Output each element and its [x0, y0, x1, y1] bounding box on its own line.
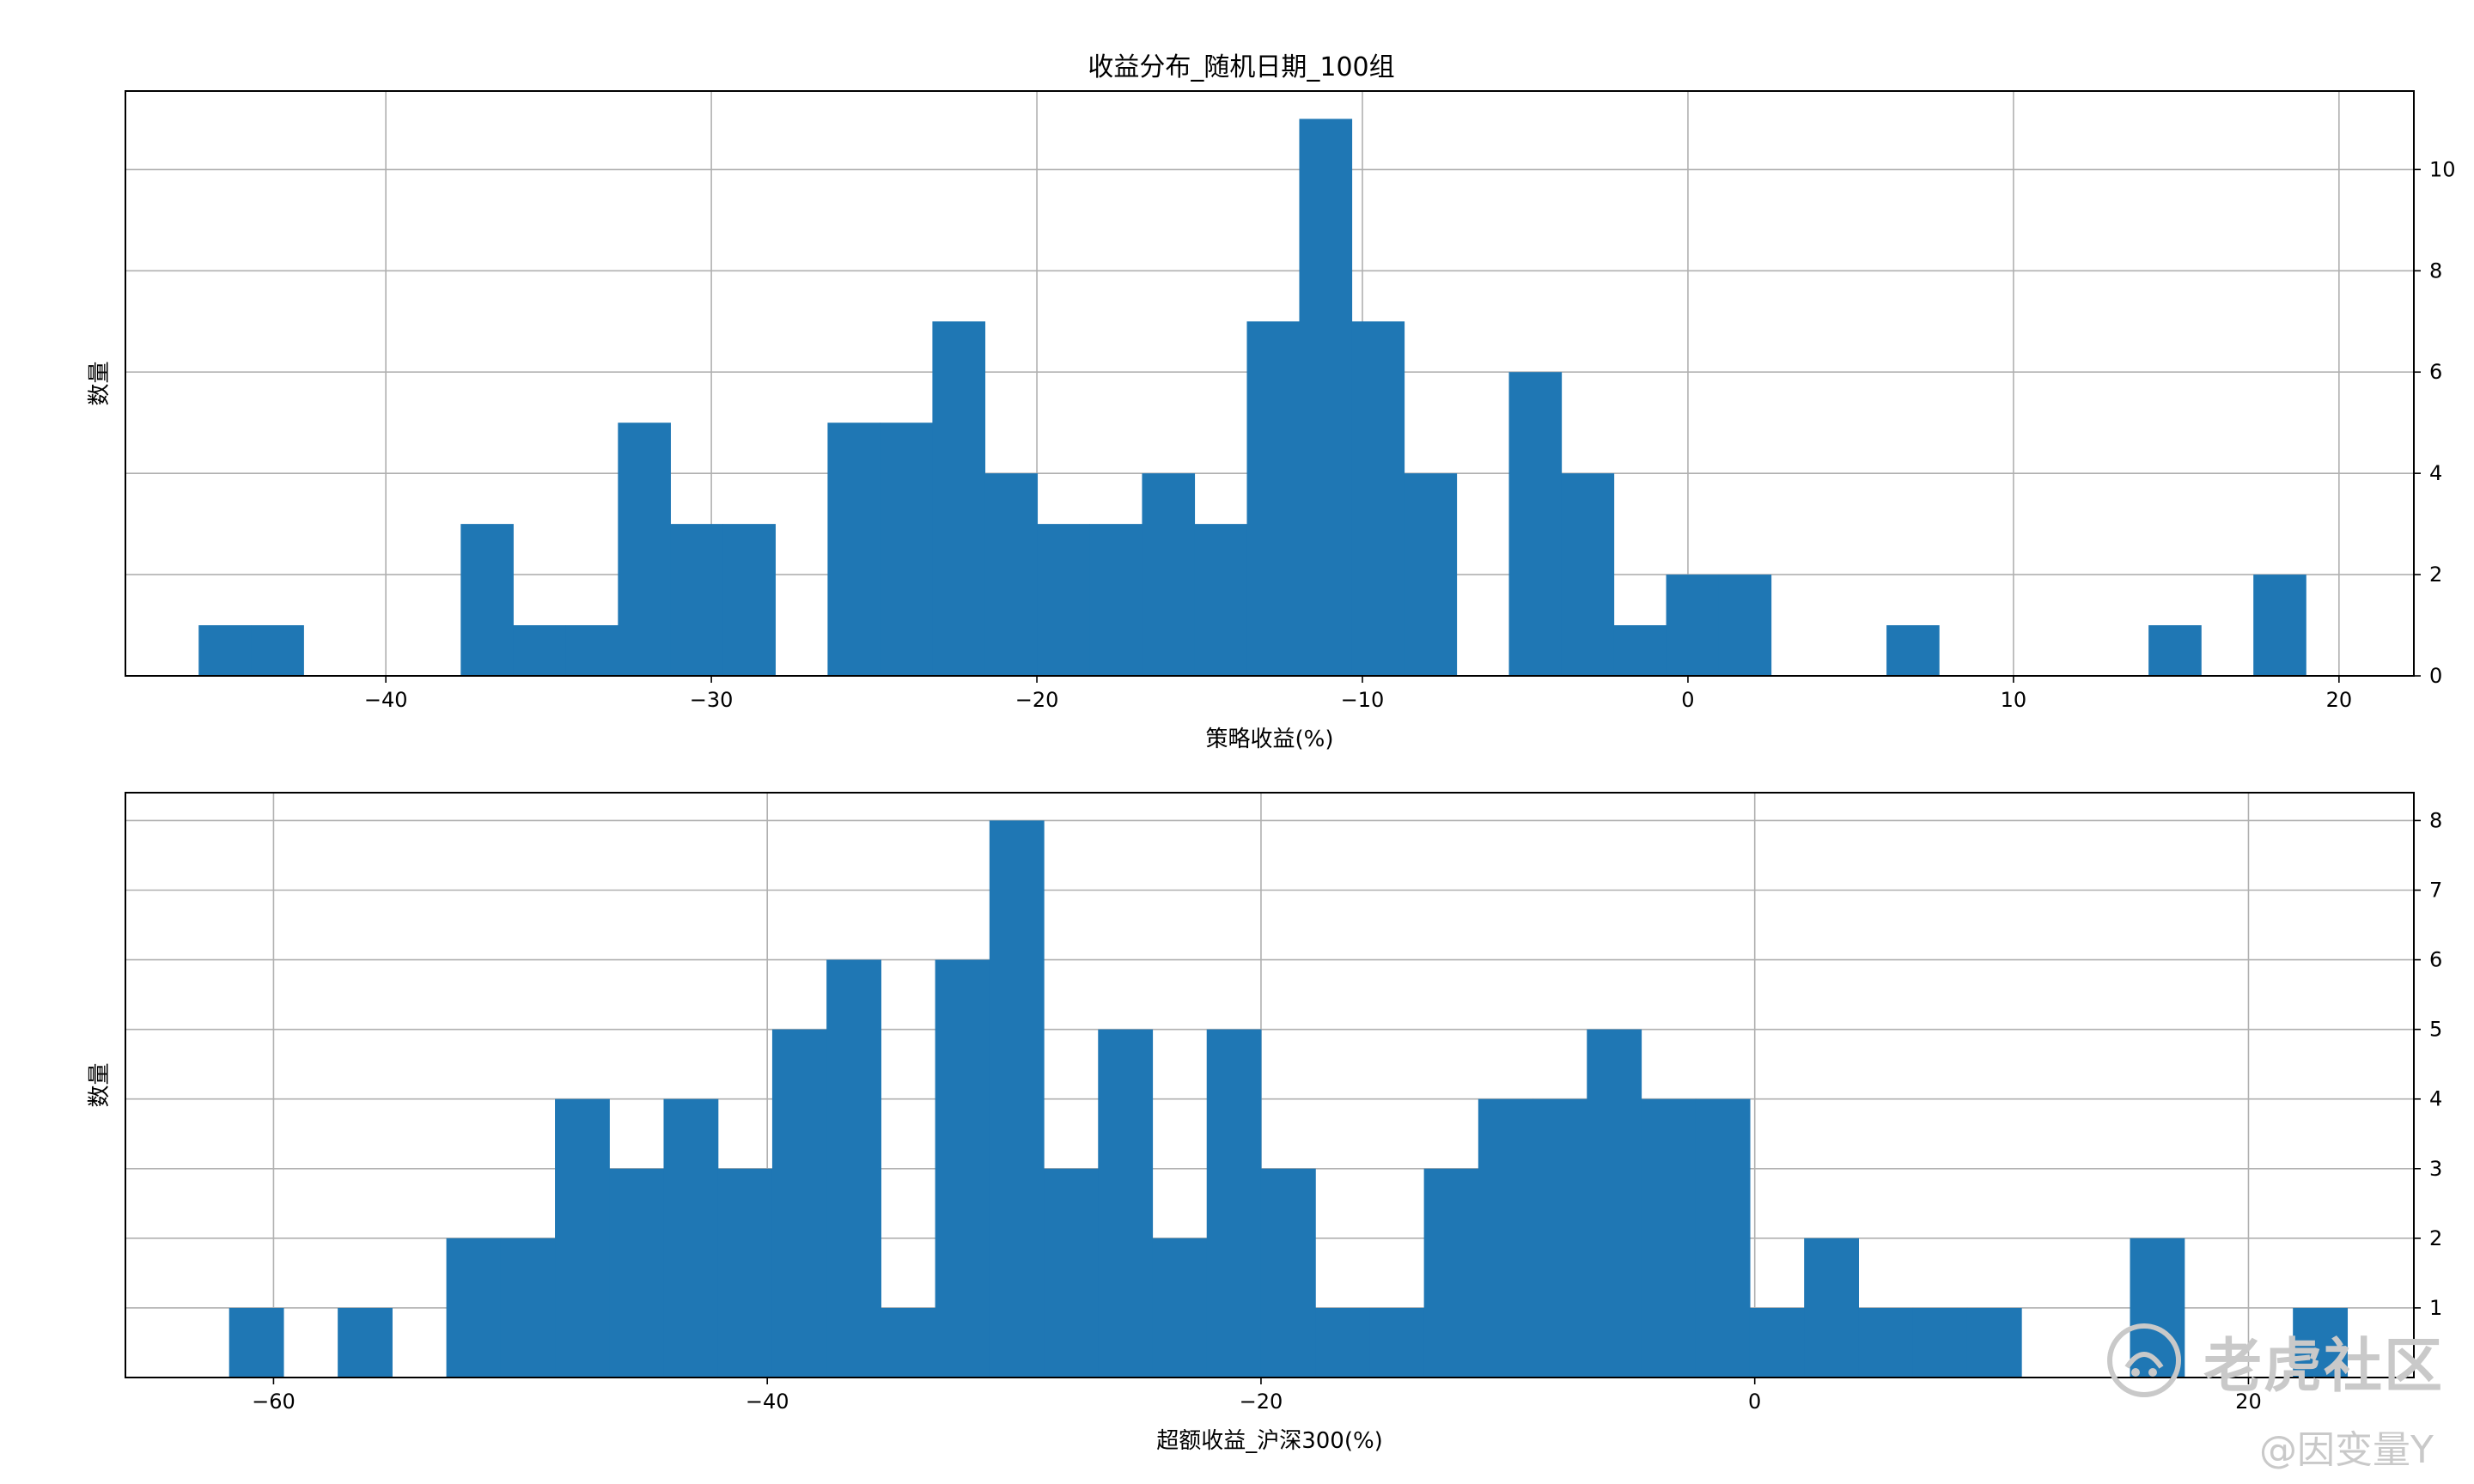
- chart-1-bar: [446, 1238, 502, 1378]
- chart-1-ytick-label: 2: [2429, 1226, 2442, 1250]
- chart-1-bar: [935, 959, 990, 1378]
- chart-1-bar: [1206, 1029, 1262, 1378]
- bottom-histogram-plot: −60 −40 −20 0 20 1 2 3 4 5 6 7 8 超额收益_沪深300(%) 数量: [87, 792, 2442, 1454]
- chart-1-bar: [500, 1238, 556, 1378]
- chart-0-ytick-label: 4: [2429, 461, 2442, 485]
- chart-0-bar: [1142, 473, 1196, 676]
- watermark-handle: @因变量Y: [2259, 1428, 2434, 1472]
- chart-0-bar: [1718, 575, 1772, 676]
- chart-0-ytick-label: 10: [2429, 157, 2456, 181]
- chart-0-bar: [1666, 575, 1720, 676]
- chart-1-ytick-label: 1: [2429, 1296, 2442, 1320]
- chart-0-bar: [1089, 524, 1143, 676]
- chart-1-xtick-label: 0: [1748, 1390, 1761, 1414]
- chart-1-bar: [1098, 1029, 1154, 1378]
- chart-0-ytick-label: 8: [2429, 258, 2442, 283]
- chart-0-bar: [565, 625, 618, 676]
- chart-0-bar: [1299, 119, 1353, 676]
- chart-1-bar: [1533, 1098, 1587, 1378]
- chart-1-xtick-label: −60: [252, 1390, 296, 1414]
- chart-1-bar: [1912, 1307, 1968, 1378]
- chart-0-ylabel: 数量: [87, 361, 113, 405]
- chart-1-bar: [989, 820, 1045, 1378]
- chart-0-bar: [618, 423, 671, 676]
- chart-0-bar: [1037, 524, 1091, 676]
- chart-0-xtick-label: 20: [2326, 688, 2353, 712]
- chart-0-bar: [932, 321, 986, 676]
- chart-1-ytick-label: 5: [2429, 1018, 2442, 1042]
- watermark-brand: 老虎社区: [2203, 1333, 2445, 1401]
- chart-1-ytick-label: 8: [2429, 808, 2442, 832]
- chart-1-bar: [338, 1307, 393, 1378]
- chart-1-xtick-label: 20: [2235, 1390, 2262, 1414]
- chart-1-xtick-label: −20: [1240, 1390, 1283, 1414]
- chart-1-bar: [1695, 1098, 1751, 1378]
- chart-0-ytick-label: 0: [2429, 664, 2442, 688]
- chart-0-bar: [460, 524, 514, 676]
- chart-0-bar: [1404, 473, 1458, 676]
- chart-1-xtick-label: −40: [746, 1390, 789, 1414]
- chart-1-bar: [1315, 1307, 1370, 1378]
- chart-0-bar: [722, 524, 776, 676]
- chart-0-bar: [1613, 625, 1667, 676]
- chart-0-bar: [513, 625, 566, 676]
- chart-title: 收益分布_随机日期_100组: [1088, 52, 1394, 82]
- chart-0-bar: [1351, 321, 1405, 676]
- chart-1-bar: [881, 1307, 936, 1378]
- chart-0-bar: [1886, 625, 1940, 676]
- chart-1-frame: [125, 792, 2415, 1378]
- chart-0-bar: [2253, 575, 2306, 676]
- chart-0-bar: [1508, 372, 1563, 676]
- chart-0-bar: [880, 423, 934, 676]
- chart-1-bar: [717, 1168, 773, 1378]
- chart-1-ytick-label: 3: [2429, 1157, 2442, 1181]
- chart-1-bar: [771, 1029, 827, 1378]
- chart-1-bar: [663, 1098, 719, 1378]
- chart-0-bar: [670, 524, 723, 676]
- chart-1-bar: [1587, 1029, 1642, 1378]
- chart-1-ylabel: 数量: [87, 1062, 113, 1107]
- chart-1-bar: [1423, 1168, 1479, 1378]
- chart-0-bar: [984, 473, 1039, 676]
- chart-1-bar: [1858, 1307, 1914, 1378]
- chart-1-bar: [609, 1168, 665, 1378]
- chart-1-bar: [2293, 1307, 2349, 1378]
- chart-1-ytick-label: 6: [2429, 948, 2442, 972]
- chart-1-bar: [826, 959, 881, 1378]
- chart-1-bar: [1260, 1168, 1316, 1378]
- chart-0-xtick-label: −40: [364, 688, 408, 712]
- chart-1-bar: [1478, 1098, 1533, 1378]
- chart-1-bar: [1152, 1238, 1208, 1378]
- chart-1-bar: [1804, 1238, 1859, 1378]
- chart-0-xtick-label: −20: [1015, 688, 1059, 712]
- chart-0-bar: [2148, 625, 2202, 676]
- chart-1-bar: [1749, 1307, 1805, 1378]
- chart-0-frame: [125, 90, 2415, 677]
- chart-1-ytick-label: 4: [2429, 1087, 2442, 1111]
- chart-0-bar: [1194, 524, 1248, 676]
- chart-1-bar: [1641, 1098, 1697, 1378]
- chart-1-xlabel: 超额收益_沪深300(%): [1156, 1428, 1383, 1454]
- chart-0-bar: [1561, 473, 1615, 676]
- chart-0-xtick-label: 0: [1681, 688, 1694, 712]
- chart-0-bar: [827, 423, 881, 676]
- tiger-logo-icon: [2105, 1321, 2184, 1400]
- chart-1-bar: [555, 1098, 610, 1378]
- chart-0-bar: [198, 625, 252, 676]
- chart-0-xtick-label: 10: [2001, 688, 2027, 712]
- chart-0-bar: [251, 625, 304, 676]
- chart-1-bar: [1044, 1168, 1099, 1378]
- chart-0-xtick-label: −10: [1341, 688, 1385, 712]
- chart-0-ytick-label: 6: [2429, 360, 2442, 384]
- chart-0-ytick-label: 2: [2429, 563, 2442, 587]
- chart-1-bar: [1369, 1307, 1425, 1378]
- chart-1-bar: [1966, 1307, 2022, 1378]
- top-histogram-plot: −40 −30 −20 −10 0 10 20 0 2 4 6 8 10 策略收益(%) 数量: [87, 90, 2456, 752]
- chart-0-xtick-label: −30: [690, 688, 734, 712]
- chart-1-bar: [229, 1307, 284, 1378]
- chart-0-bar: [1246, 321, 1301, 676]
- chart-1-ytick-label: 7: [2429, 879, 2442, 903]
- chart-0-xlabel: 策略收益(%): [1206, 727, 1334, 752]
